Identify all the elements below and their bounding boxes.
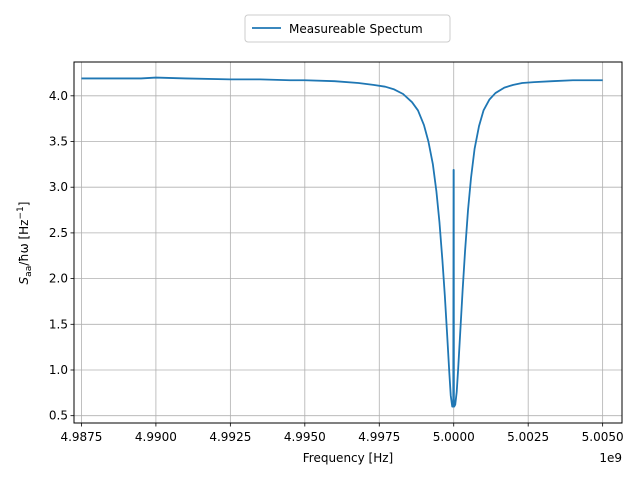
x-offset-label: 1e9 xyxy=(599,451,622,465)
legend: Measureable Spectum xyxy=(244,14,451,43)
x-axis-ticks: 4.9875 4.9900 4.9925 4.9950 4.9975 5.0000 5.00… xyxy=(60,423,624,444)
x-tick-label: 4.9875 xyxy=(60,430,102,444)
y-label-main: S xyxy=(17,276,31,284)
y-tick-label: 1.5 xyxy=(49,317,68,331)
legend-box xyxy=(244,14,451,43)
x-tick-label: 4.9925 xyxy=(209,430,251,444)
series-layer xyxy=(81,76,603,408)
y-tick-label: 3.0 xyxy=(49,180,68,194)
y-label-rest: /ħω [Hz xyxy=(17,220,31,266)
y-tick-label: 2.0 xyxy=(49,272,68,286)
y-tick-label: 3.5 xyxy=(49,135,68,149)
y-axis-ticks: 0.5 1.0 1.5 2.0 2.5 3.0 3.5 4.0 xyxy=(49,89,74,423)
x-tick-label: 5.0025 xyxy=(507,430,549,444)
grid-lines xyxy=(74,62,622,423)
x-tick-label: 4.9900 xyxy=(135,430,177,444)
plot-frame xyxy=(73,61,623,424)
series-line xyxy=(81,76,603,408)
x-axis-label: Frequency [Hz] xyxy=(303,451,394,465)
y-tick-label: 4.0 xyxy=(49,89,68,103)
x-tick-label: 4.9975 xyxy=(358,430,400,444)
y-tick-label: 2.5 xyxy=(49,226,68,240)
y-label-sub: aa xyxy=(24,266,34,277)
y-axis-label: Saa/ħω [Hz−1] xyxy=(16,202,34,285)
y-label-sup: −1 xyxy=(16,206,26,219)
x-tick-label: 5.0000 xyxy=(433,430,475,444)
legend-label: Measureable Spectum xyxy=(289,22,423,36)
x-tick-label: 5.0050 xyxy=(582,430,624,444)
y-tick-label: 0.5 xyxy=(49,409,68,423)
y-label-end: ] xyxy=(17,202,31,207)
plot-background xyxy=(74,62,622,423)
x-tick-label: 4.9950 xyxy=(284,430,326,444)
y-tick-label: 1.0 xyxy=(49,363,68,377)
